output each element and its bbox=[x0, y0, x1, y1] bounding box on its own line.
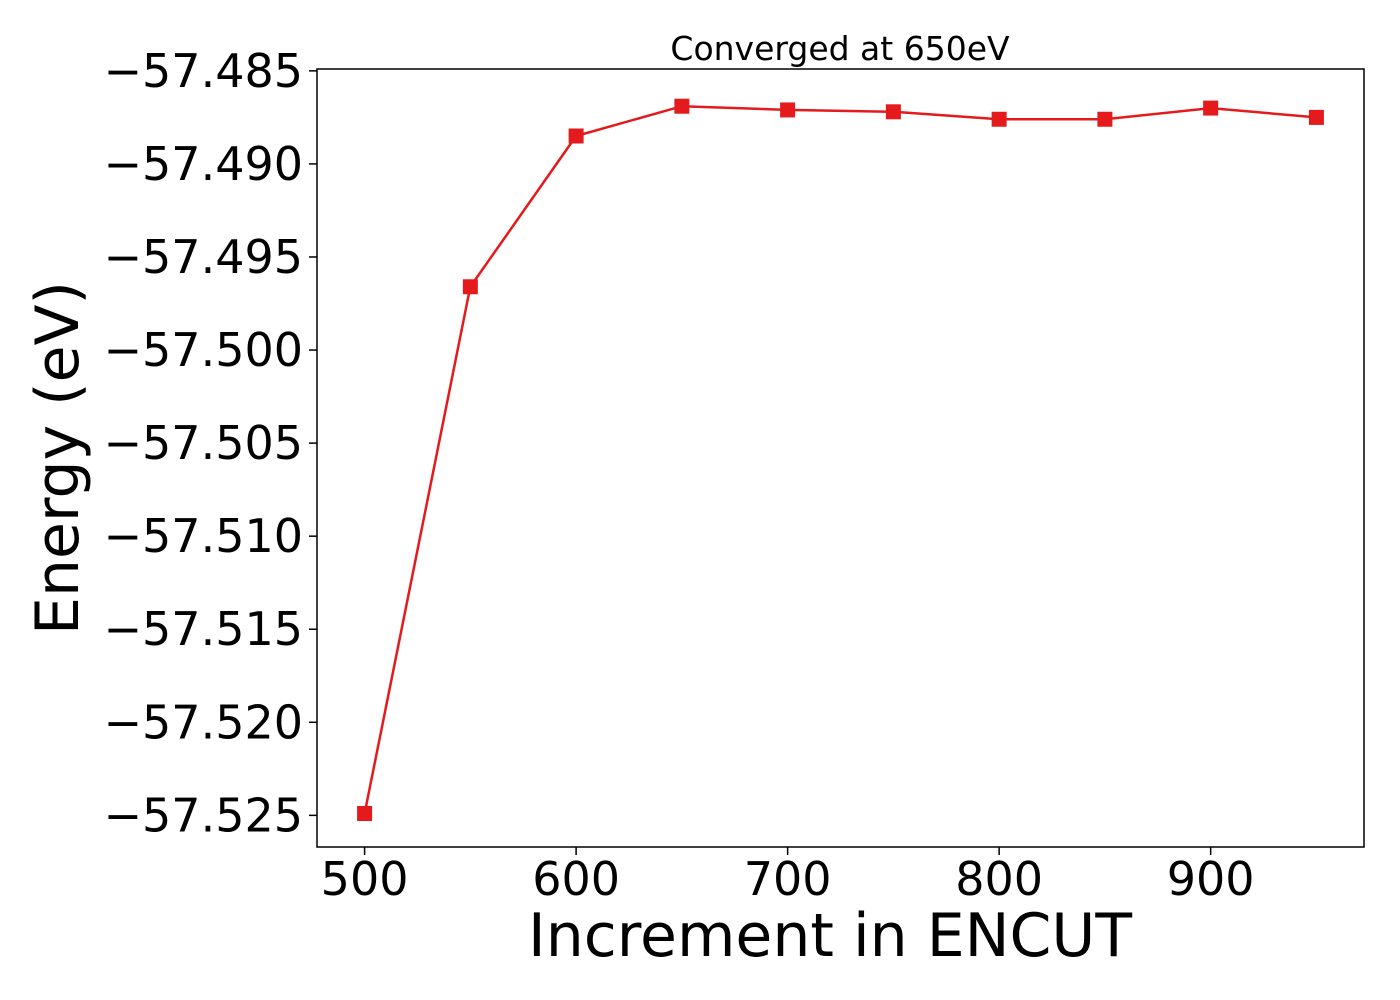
y-tick-label: −57.495 bbox=[104, 230, 304, 284]
data-point bbox=[885, 104, 901, 120]
plot-area bbox=[316, 68, 1365, 848]
chart-title: Converged at 650eV bbox=[670, 29, 1010, 68]
series-line bbox=[363, 104, 1317, 814]
y-axis: −57.485 −57.490 −57.495 −57.500 −57.505 −57.5… bbox=[104, 44, 317, 842]
x-tick-label: 900 bbox=[1167, 852, 1255, 906]
y-tick-label: −57.505 bbox=[104, 416, 304, 470]
x-tick-label: 700 bbox=[744, 852, 832, 906]
x-tick-label: 500 bbox=[321, 852, 409, 906]
x-axis-title: Increment in ENCUT bbox=[528, 901, 1132, 971]
data-point bbox=[1308, 109, 1324, 125]
data-point bbox=[357, 805, 373, 821]
data-point bbox=[568, 128, 584, 144]
x-axis: 500 600 700 800 900 bbox=[321, 847, 1255, 906]
y-axis-title: Energy (eV) bbox=[23, 281, 93, 635]
y-tick-label: −57.515 bbox=[104, 602, 304, 656]
data-point bbox=[780, 102, 796, 118]
y-tick-label: −57.510 bbox=[104, 509, 304, 563]
y-tick-label: −57.525 bbox=[104, 788, 304, 842]
data-point bbox=[674, 98, 690, 114]
y-tick-label: −57.520 bbox=[104, 695, 304, 749]
data-point bbox=[462, 279, 478, 295]
data-point bbox=[991, 111, 1007, 127]
y-tick-label: −57.490 bbox=[104, 137, 304, 191]
series-markers bbox=[357, 98, 1324, 821]
y-tick-label: −57.500 bbox=[104, 323, 304, 377]
x-tick-label: 600 bbox=[532, 852, 620, 906]
data-point bbox=[1203, 100, 1219, 116]
data-point bbox=[1097, 111, 1113, 127]
y-tick-label: −57.485 bbox=[104, 44, 304, 98]
x-tick-label: 800 bbox=[955, 852, 1043, 906]
